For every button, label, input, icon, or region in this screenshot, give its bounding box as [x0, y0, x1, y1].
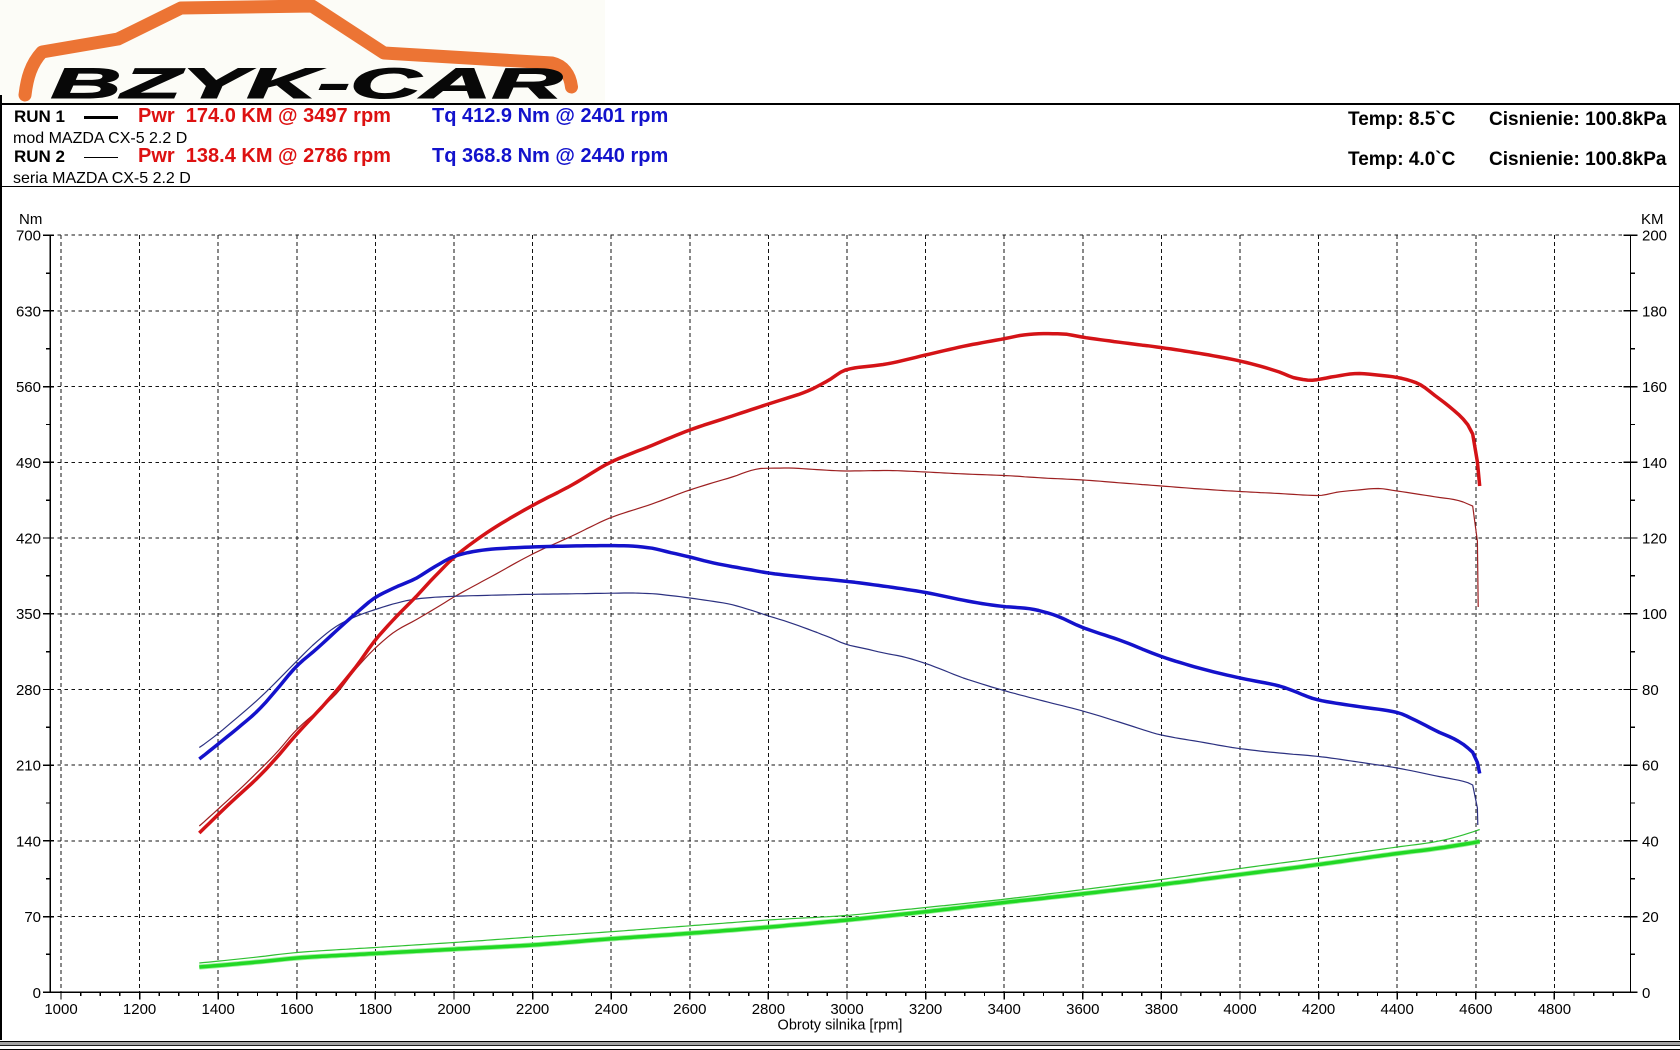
svg-text:Nm: Nm — [19, 211, 42, 228]
svg-text:KM: KM — [1641, 211, 1664, 228]
svg-text:4600: 4600 — [1459, 1001, 1492, 1018]
svg-text:1200: 1200 — [123, 1001, 156, 1018]
svg-text:1600: 1600 — [280, 1001, 313, 1018]
svg-text:3800: 3800 — [1145, 1001, 1178, 1018]
svg-text:2000: 2000 — [437, 1001, 470, 1018]
svg-text:630: 630 — [16, 303, 41, 320]
svg-text:3400: 3400 — [988, 1001, 1021, 1018]
svg-text:700: 700 — [16, 228, 41, 245]
svg-text:350: 350 — [16, 606, 41, 623]
svg-text:120: 120 — [1642, 531, 1667, 548]
svg-text:2400: 2400 — [595, 1001, 628, 1018]
svg-text:4400: 4400 — [1381, 1001, 1414, 1018]
svg-text:160: 160 — [1642, 379, 1667, 396]
svg-text:70: 70 — [24, 909, 41, 926]
svg-text:210: 210 — [16, 758, 41, 775]
svg-text:280: 280 — [16, 682, 41, 699]
svg-text:20: 20 — [1642, 909, 1659, 926]
svg-text:2600: 2600 — [673, 1001, 706, 1018]
svg-text:180: 180 — [1642, 303, 1667, 320]
svg-text:BZYK-CAR: BZYK-CAR — [51, 59, 563, 104]
svg-text:4000: 4000 — [1223, 1001, 1256, 1018]
svg-text:3000: 3000 — [830, 1001, 863, 1018]
svg-text:2800: 2800 — [752, 1001, 785, 1018]
svg-text:140: 140 — [16, 833, 41, 850]
svg-text:0: 0 — [1642, 985, 1650, 1002]
svg-text:560: 560 — [16, 379, 41, 396]
svg-text:200: 200 — [1642, 228, 1667, 245]
svg-text:3600: 3600 — [1066, 1001, 1099, 1018]
svg-text:420: 420 — [16, 531, 41, 548]
svg-text:80: 80 — [1642, 682, 1659, 699]
svg-text:Obroty silnika [rpm]: Obroty silnika [rpm] — [778, 1018, 903, 1034]
svg-text:4800: 4800 — [1538, 1001, 1571, 1018]
svg-text:1800: 1800 — [359, 1001, 392, 1018]
svg-text:100: 100 — [1642, 606, 1667, 623]
svg-text:3200: 3200 — [909, 1001, 942, 1018]
svg-text:2200: 2200 — [516, 1001, 549, 1018]
svg-text:1000: 1000 — [44, 1001, 77, 1018]
svg-text:140: 140 — [1642, 455, 1667, 472]
svg-text:40: 40 — [1642, 833, 1659, 850]
svg-text:60: 60 — [1642, 758, 1659, 775]
svg-text:1400: 1400 — [202, 1001, 235, 1018]
svg-text:0: 0 — [33, 985, 41, 1002]
svg-text:4200: 4200 — [1302, 1001, 1335, 1018]
svg-text:490: 490 — [16, 455, 41, 472]
